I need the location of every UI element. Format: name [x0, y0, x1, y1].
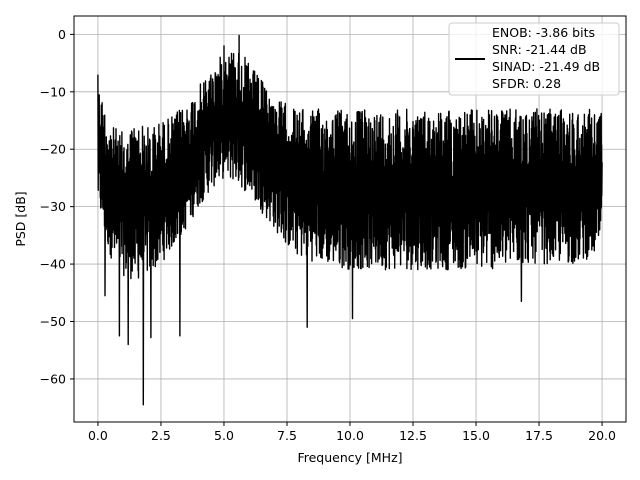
- x-tick-label: 2.5: [151, 428, 171, 443]
- y-tick-label: −40: [40, 257, 66, 272]
- y-tick-label: −20: [40, 142, 66, 157]
- legend: ENOB: -3.86 bits SNR: -21.44 dB SINAD: -…: [448, 22, 620, 96]
- y-tick-label: −10: [40, 84, 66, 99]
- y-tick-label: −60: [40, 371, 66, 386]
- legend-enob: ENOB: -3.86 bits: [492, 25, 595, 40]
- x-axis-label: Frequency [MHz]: [297, 450, 402, 465]
- legend-sfdr: SFDR: 0.28: [492, 76, 561, 91]
- legend-sinad: SINAD: -21.49 dB: [492, 59, 600, 74]
- plot-area: [97, 34, 603, 406]
- x-tick-label: 15.0: [462, 428, 490, 443]
- y-axis-label: PSD [dB]: [13, 191, 28, 246]
- x-tick-label: 17.5: [525, 428, 553, 443]
- legend-snr: SNR: -21.44 dB: [492, 42, 587, 57]
- x-tick-label: 5.0: [214, 428, 234, 443]
- y-tick-label: −50: [40, 314, 66, 329]
- y-axis: 0 −10 −20 −30 −40 −50 −60: [40, 27, 74, 386]
- y-tick-label: −30: [40, 199, 66, 214]
- x-tick-label: 20.0: [588, 428, 616, 443]
- psd-series: [97, 34, 603, 406]
- x-tick-label: 7.5: [277, 428, 297, 443]
- psd-line: [97, 34, 603, 406]
- x-tick-label: 12.5: [399, 428, 427, 443]
- x-tick-label: 10.0: [336, 428, 364, 443]
- legend-box: [448, 22, 620, 96]
- y-tick-label: 0: [58, 27, 66, 42]
- x-axis: 0.0 2.5 5.0 7.5 10.0 12.5 15.0 17.5 20.0: [88, 422, 616, 443]
- x-tick-label: 0.0: [88, 428, 108, 443]
